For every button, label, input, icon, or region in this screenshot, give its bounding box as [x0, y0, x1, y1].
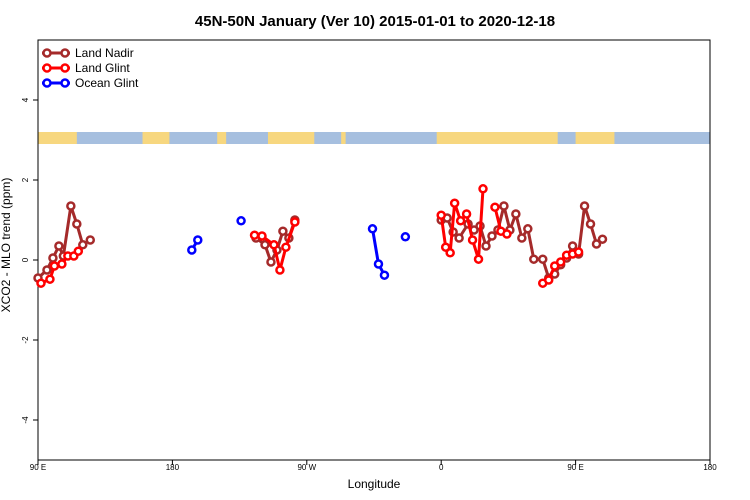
data-point: [373, 259, 384, 269]
data-point: [249, 230, 260, 240]
data-point: [449, 198, 460, 208]
data-point: [379, 270, 390, 280]
data-point: [591, 239, 602, 249]
data-point: [455, 216, 466, 226]
data-point: [85, 235, 96, 245]
x-tick-label: 180: [166, 463, 180, 472]
data-point: [78, 240, 88, 250]
data-point: [275, 265, 285, 275]
data-point: [523, 224, 533, 234]
plot-frame: [37, 39, 711, 461]
data-point: [517, 233, 527, 243]
data-point: [454, 233, 464, 243]
data-point: [57, 259, 67, 269]
legend-swatch-marker: [60, 48, 70, 58]
data-point: [72, 219, 82, 229]
land-segment: [142, 132, 170, 144]
land-ocean-band: [38, 132, 710, 144]
y-tick-label: 2: [21, 177, 30, 182]
data-point: [42, 265, 52, 275]
data-point: [481, 241, 491, 251]
data-point: [290, 217, 300, 227]
y-axis: -4 -2 0 2 4: [21, 97, 38, 424]
legend-swatch-marker: [42, 63, 52, 73]
data-point: [461, 209, 472, 219]
series-layer: [33, 184, 608, 288]
data-point: [281, 242, 291, 252]
data-point: [36, 278, 46, 288]
land-segment: [267, 132, 315, 144]
x-axis-label: Longitude: [348, 477, 401, 491]
data-point: [579, 201, 590, 211]
data-point: [66, 201, 76, 211]
data-point: [400, 232, 411, 242]
y-axis-label: XCO2 - MLO trend (ppm): [0, 178, 13, 313]
y-tick-label: -4: [21, 416, 30, 424]
data-point: [54, 241, 64, 251]
data-point: [567, 241, 578, 251]
data-point: [490, 202, 500, 212]
series-ocean-glint: [187, 216, 411, 280]
y-tick-label: -2: [21, 336, 30, 344]
legend-swatch-marker: [42, 48, 52, 58]
x-tick-label: 90 E: [567, 463, 583, 472]
data-point: [49, 261, 60, 271]
data-point: [543, 275, 554, 285]
legend-label: Ocean Glint: [75, 76, 139, 90]
data-point: [478, 184, 488, 194]
data-point: [487, 231, 497, 241]
series-land-nadir: [33, 201, 608, 283]
data-point: [236, 216, 246, 226]
series-land-glint: [36, 184, 584, 288]
data-point: [48, 253, 58, 263]
data-point: [585, 219, 596, 229]
land-segment: [575, 132, 615, 144]
data-point: [529, 254, 539, 264]
data-point: [187, 245, 197, 255]
x-tick-label: 90 E: [30, 463, 46, 472]
data-point: [45, 274, 55, 284]
chart-title: 45N-50N January (Ver 10) 2015-01-01 to 2…: [195, 13, 555, 30]
data-point: [467, 235, 478, 245]
data-point: [597, 234, 608, 244]
legend-swatch-marker: [60, 63, 70, 73]
data-point: [266, 257, 276, 267]
data-point: [445, 248, 455, 258]
x-tick-label: 90 W: [297, 463, 316, 472]
data-point: [502, 229, 512, 239]
data-point: [73, 246, 84, 256]
data-point: [473, 254, 484, 264]
y-tick-label: 4: [21, 97, 30, 102]
legend-label: Land Nadir: [75, 46, 134, 60]
land-segment: [38, 132, 77, 144]
data-point: [367, 224, 378, 234]
data-point: [555, 257, 566, 267]
y-tick-label: 0: [21, 257, 30, 262]
data-point: [260, 240, 270, 250]
legend-swatch-marker: [60, 78, 70, 88]
land-segment: [436, 132, 558, 144]
data-point: [537, 254, 548, 264]
legend-label: Land Glint: [75, 61, 130, 75]
x-tick-label: 0: [439, 463, 444, 472]
data-point: [511, 209, 521, 219]
data-point: [499, 201, 509, 211]
data-point: [573, 247, 584, 257]
data-point: [257, 231, 267, 241]
data-point: [269, 240, 279, 250]
legend-swatch-marker: [42, 78, 52, 88]
data-point: [278, 226, 288, 236]
x-axis: 90 E 180 90 W 0 90 E 180: [30, 460, 717, 472]
land-segment: [217, 132, 227, 144]
land-segment: [341, 132, 346, 144]
data-point: [193, 235, 203, 245]
x-tick-label: 180: [703, 463, 717, 472]
data-point: [436, 210, 446, 220]
